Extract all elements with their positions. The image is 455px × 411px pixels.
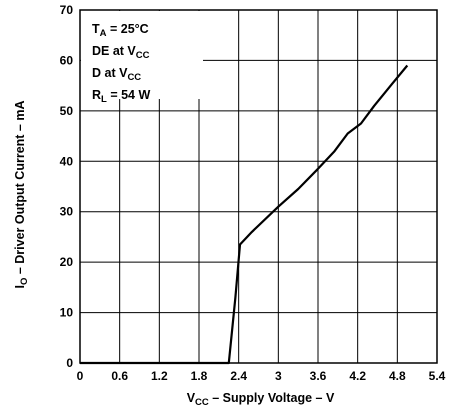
x-tick-labels: 0 0.6 1.2 1.8 2.4 3 3.6 4.2 4.8 5.4 [77,369,446,383]
condition-label: RL = 54 W [92,88,150,105]
plot-frame [79,9,438,364]
x-tick-label: 0 [77,369,84,383]
y-tick-label: 20 [60,255,74,269]
x-tick-label: 5.4 [429,369,446,383]
series-line [80,64,409,365]
x-tick-label: 3 [275,369,282,383]
y-tick-label: 10 [60,306,74,320]
y-tick-label: 70 [60,3,74,17]
y-tick-label: 30 [60,205,74,219]
condition-label: D at VCC [92,66,141,83]
x-axis-title: VCC – Supply Voltage – V [187,391,335,408]
x-tick-label: 4.8 [389,369,406,383]
y-tick-label: 60 [60,53,74,67]
y-tick-labels: 0 10 20 30 40 50 60 70 [60,3,74,370]
grid [80,10,437,363]
x-tick-label: 4.2 [349,369,366,383]
x-tick-label: 1.2 [151,369,168,383]
y-tick-label: 50 [60,104,74,118]
y-tick-label: 0 [66,356,73,370]
condition-label: TA = 25°C [92,22,149,39]
legend: TA = 25°C DE at VCC D at VCC RL = 54 W [92,22,150,105]
y-axis-title: IO – Driver Output Current – mA [13,101,30,289]
x-tick-label: 2.4 [230,369,247,383]
y-tick-label: 40 [60,154,74,168]
x-tick-label: 3.6 [310,369,327,383]
legend-box [81,11,203,99]
x-tick-label: 0.6 [111,369,128,383]
x-tick-label: 1.8 [191,369,208,383]
condition-label: DE at VCC [92,44,150,61]
